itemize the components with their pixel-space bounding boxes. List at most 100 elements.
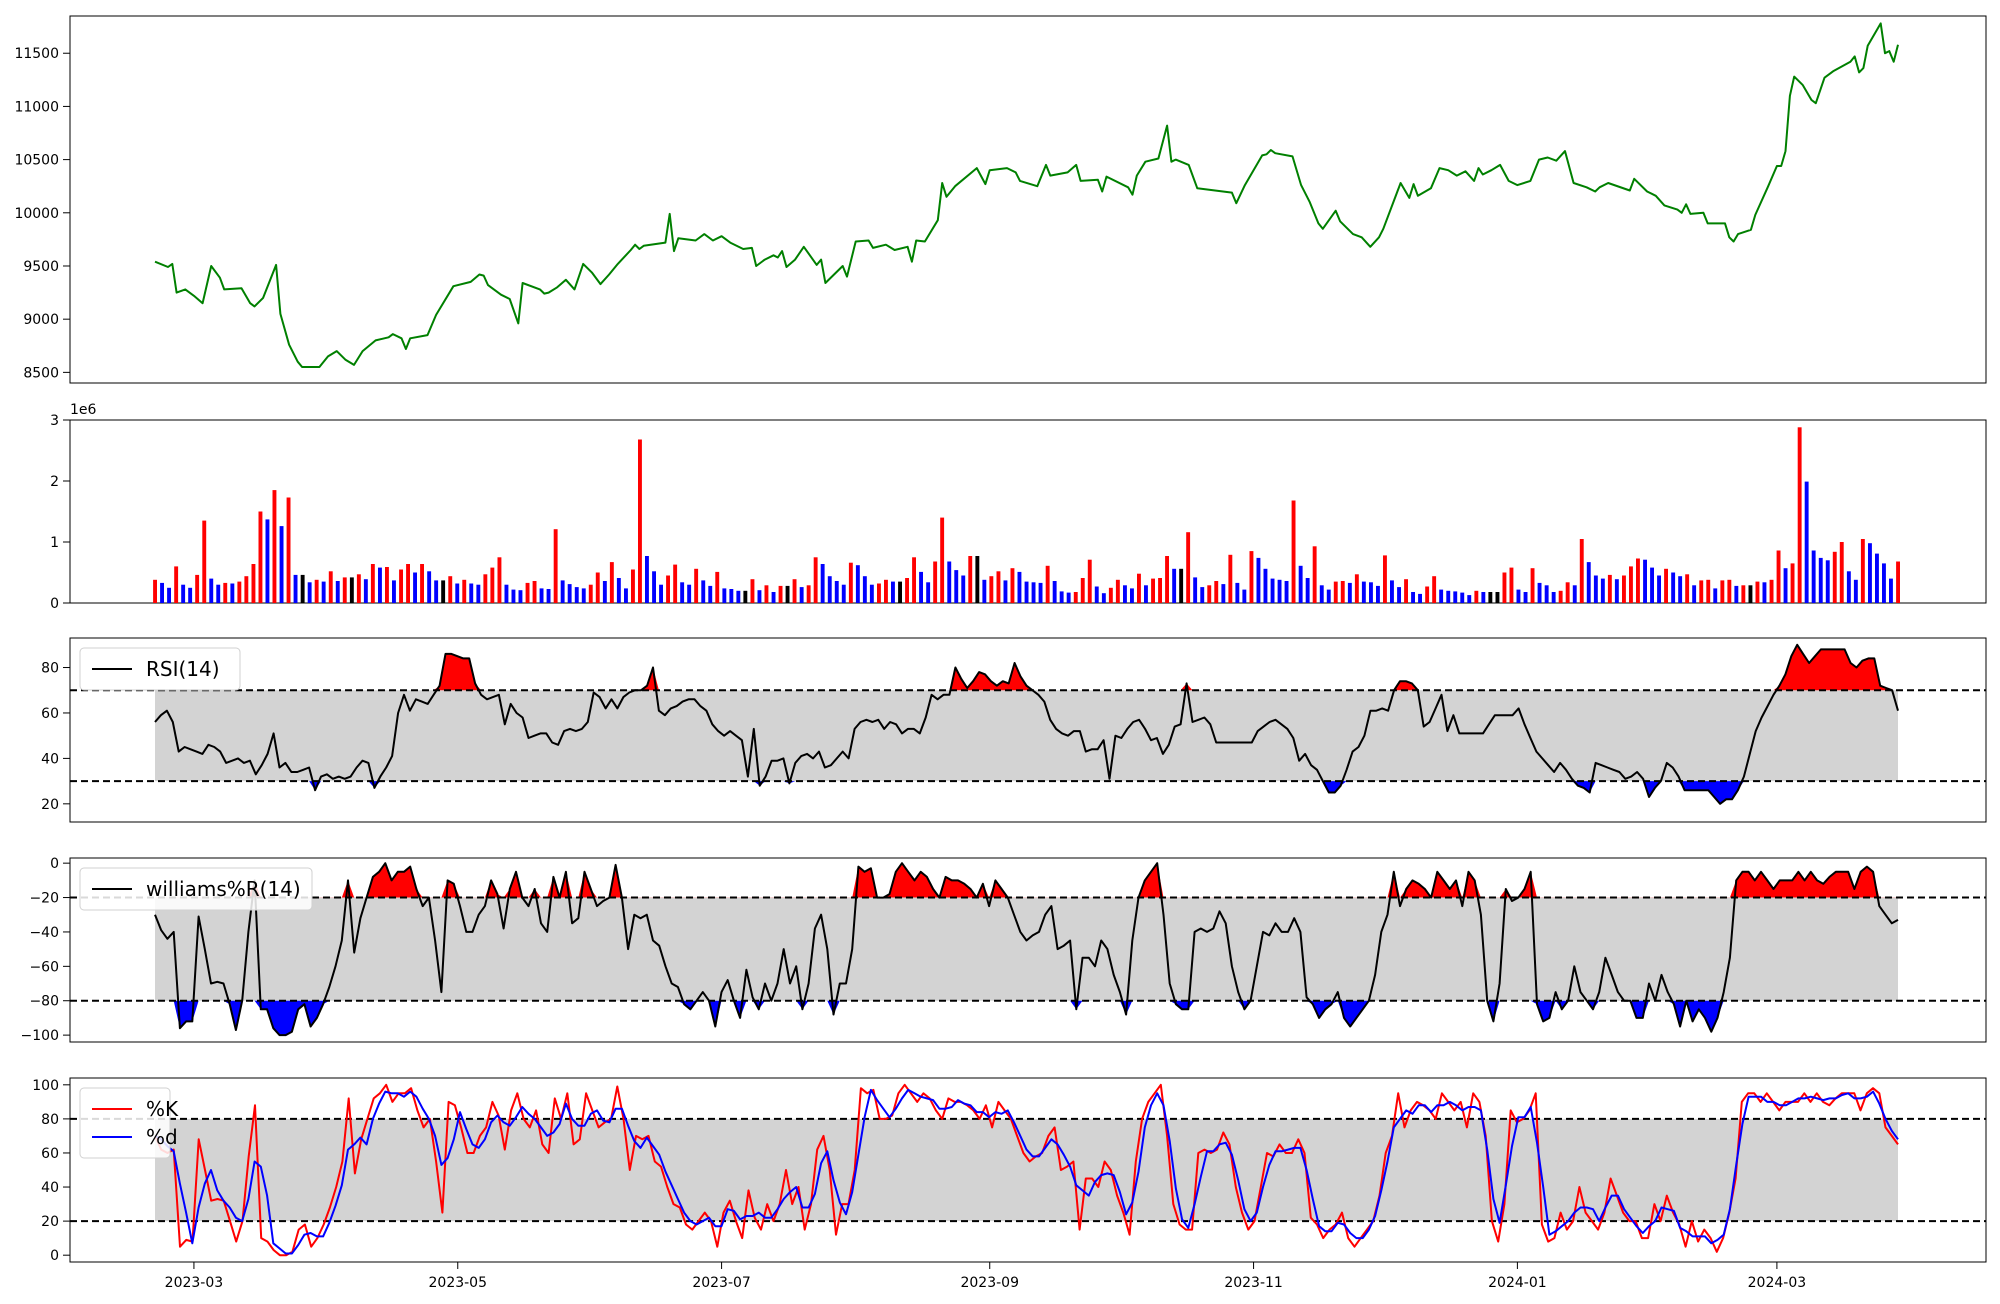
xtick-label: 2023-07 — [692, 1275, 751, 1291]
volume-bar — [1270, 578, 1275, 603]
volume-bar — [1804, 481, 1809, 603]
volume-bar — [356, 574, 361, 603]
volume-bar — [167, 587, 171, 604]
volume-bar — [1298, 565, 1303, 603]
volume-bar — [848, 562, 853, 603]
legend-box — [79, 867, 313, 911]
volume-bar — [1010, 568, 1015, 603]
volume-bar — [237, 581, 242, 603]
volume-bar — [272, 490, 277, 603]
panel-3-series-line — [154, 862, 1899, 1037]
panel-4-ytick-label: 100 — [32, 1078, 59, 1094]
legend-entry-label: %d — [146, 1125, 178, 1149]
volume-bar — [1193, 577, 1198, 603]
volume-bar — [1411, 592, 1415, 603]
volume-bar — [1537, 582, 1542, 603]
volume-bar — [989, 576, 994, 603]
volume-bar — [553, 529, 558, 603]
volume-bar — [862, 576, 867, 603]
panel-1-ytick-label: 2 — [50, 474, 59, 490]
volume-bar — [954, 570, 959, 603]
volume-bar — [687, 584, 692, 603]
volume-bar — [1811, 550, 1816, 603]
volume-bar — [1256, 557, 1261, 603]
volume-bar — [1361, 581, 1366, 603]
volume-bar — [244, 576, 249, 603]
volume-bar — [1242, 589, 1247, 603]
volume-bar — [1875, 553, 1879, 603]
price-line — [154, 22, 1899, 368]
volume-bar — [1467, 595, 1472, 603]
volume-bar — [441, 580, 446, 603]
stoch-k-line — [154, 1083, 1899, 1257]
volume-bar — [1727, 579, 1732, 603]
legend-box — [79, 647, 241, 691]
volume-bar — [1376, 585, 1380, 603]
volume-bar — [1762, 582, 1767, 603]
volume-bar — [1650, 567, 1654, 603]
volume-bar — [1488, 592, 1493, 603]
panel-2-oversold-fill — [155, 781, 1898, 804]
volume-bar — [181, 584, 186, 603]
volume-bar — [1614, 579, 1619, 603]
volume-bar — [539, 588, 544, 603]
volume-bar — [1523, 592, 1528, 603]
volume-bar — [1495, 592, 1500, 603]
panel-0-ytick-label: 11500 — [14, 46, 59, 62]
volume-bar — [574, 587, 579, 603]
panel-3-legend: williams%R(14) — [79, 867, 313, 911]
volume-bar — [293, 574, 298, 603]
volume-bar — [335, 581, 340, 603]
panel-2-ytick-label: 20 — [41, 797, 59, 813]
xtick-label: 2023-03 — [165, 1275, 224, 1291]
volume-bar — [202, 520, 207, 603]
volume-bar — [933, 561, 938, 603]
panel-3-ytick-label: −60 — [29, 959, 59, 975]
volume-bar — [1151, 578, 1155, 603]
volume-bar — [1418, 593, 1422, 603]
volume-bar — [188, 587, 193, 604]
volume-bar — [1165, 556, 1169, 603]
volume-bar — [1846, 571, 1851, 603]
volume-bar — [1094, 586, 1099, 603]
volume-bar — [420, 564, 424, 603]
volume-bar — [813, 557, 818, 604]
volume-bar — [1432, 576, 1437, 603]
volume-bar — [1481, 592, 1486, 603]
panel-2-legend: RSI(14) — [79, 647, 241, 691]
volume-bar — [1045, 565, 1050, 603]
volume-bar — [771, 592, 776, 603]
panel-0-frame — [69, 15, 1987, 384]
volume-bar — [708, 585, 713, 603]
volume-bar — [153, 579, 157, 603]
volume-bar — [546, 589, 551, 603]
volume-bar — [1347, 582, 1352, 603]
panel-3-overbought-fill — [155, 863, 1898, 898]
volume-bar — [1179, 568, 1184, 603]
volume-bar — [1291, 500, 1296, 603]
volume-bar — [1720, 580, 1725, 603]
volume-bar — [898, 581, 902, 603]
volume-bar — [581, 588, 586, 603]
volume-bar — [778, 585, 783, 603]
stoch-d-line — [154, 1088, 1899, 1255]
xtick-label: 2024-03 — [1748, 1275, 1807, 1291]
volume-bar — [1853, 579, 1858, 603]
panel-0-ytick-label: 10500 — [14, 153, 59, 169]
volume-bar — [1425, 586, 1430, 603]
volume-bar — [1622, 575, 1626, 603]
volume-bar — [1144, 585, 1148, 603]
volume-bar — [518, 590, 523, 603]
volume-bar — [1776, 550, 1781, 603]
volume-bar — [399, 569, 403, 603]
volume-bar — [912, 557, 916, 604]
volume-bar — [1172, 568, 1177, 603]
volume-bar — [385, 567, 389, 603]
volume-bar — [195, 574, 200, 603]
volume-bar — [427, 571, 432, 603]
volume-bar — [1404, 579, 1408, 603]
volume-bar — [1664, 568, 1668, 603]
volume-bar — [1502, 572, 1507, 603]
volume-bar — [1031, 582, 1036, 603]
